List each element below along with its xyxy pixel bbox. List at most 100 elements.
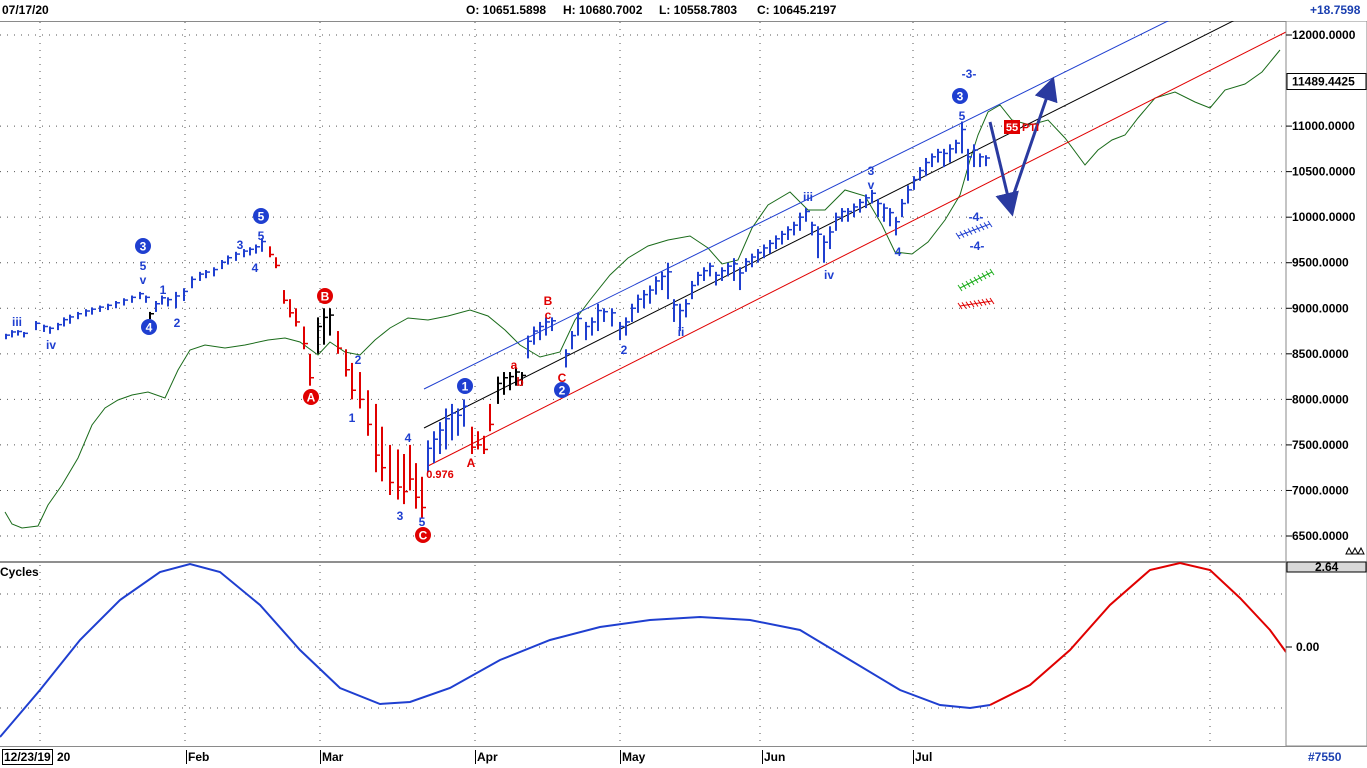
y-tick-label: 10500.0000 (1292, 165, 1356, 179)
y-tick-label: 8500.0000 (1292, 347, 1349, 361)
wave-label: 5 (419, 515, 426, 529)
price-bars (5, 121, 990, 518)
target-tick (981, 298, 987, 306)
date-axis: 12/23/19 20 #7550 Feb Mar Apr May Jun Jul (0, 746, 1367, 768)
y-tick-label: 10000.0000 (1292, 210, 1356, 224)
x-tick-label: Jul (913, 750, 933, 764)
y-tick-label: 11000.0000 (1292, 119, 1355, 133)
target-tick (971, 226, 977, 234)
wave-label: ii (678, 325, 685, 339)
chart-grid (0, 22, 1286, 745)
cycle-max-box (1286, 561, 1367, 573)
close-value: C: 10645.2197 (757, 3, 837, 17)
scale-icon (1357, 546, 1365, 555)
wave-circle (253, 208, 269, 224)
x-tick-label: Apr (475, 750, 498, 764)
cycle-curve-projection (989, 561, 1287, 706)
wave-circle (952, 88, 968, 104)
target-tick (955, 232, 961, 240)
y-tick-label: 7000.0000 (1292, 483, 1349, 497)
x-tick-label: May (620, 750, 646, 764)
wave-circle (317, 288, 333, 304)
wave-circle (554, 382, 570, 398)
wave-label: 4 (405, 431, 412, 445)
wave-label: v (140, 273, 147, 287)
wave-label: C (419, 529, 428, 543)
channel-middle-line (423, 21, 1235, 429)
pti-marker-value: 55 (1006, 122, 1018, 134)
scale-icon (1351, 546, 1359, 555)
wave-label: a (511, 358, 518, 372)
cycles-title: Cycles (0, 565, 39, 579)
open-value: O: 10651.5898 (466, 3, 547, 17)
wave-label: A (307, 391, 316, 405)
wave-label: 5 (258, 229, 265, 243)
target-tick (987, 220, 993, 228)
wave-label: 5 (258, 210, 265, 224)
wave-label: A (467, 456, 476, 470)
wave-label: c (545, 308, 552, 322)
cycles-panel: Cycles (0, 561, 1287, 738)
target-tick (965, 280, 971, 288)
wave-label: 5 (959, 109, 966, 123)
target-tick (963, 229, 969, 237)
target-tick (961, 302, 967, 309)
projection-arrows: 55 PTI (955, 76, 1058, 310)
target-tick (977, 274, 983, 282)
last-price-box (1286, 73, 1367, 91)
target-tick (961, 282, 967, 290)
up-arrow (1008, 76, 1058, 206)
wave-circle (303, 389, 319, 405)
wave-circle (415, 527, 431, 543)
target-tick (979, 223, 985, 231)
wave-label: 1 (462, 380, 469, 394)
wave-label: 2 (621, 343, 628, 357)
wave-label: -3- (962, 67, 977, 81)
header-date: 07/17/20 (2, 3, 49, 17)
oscillator-curve (4, 49, 1281, 529)
target-tick (985, 270, 991, 278)
pti-marker-box (1004, 120, 1020, 134)
wave-label: iii (803, 190, 813, 204)
target-tick (985, 298, 991, 305)
x-tick-label: Feb (186, 750, 210, 764)
y-tick-label: 9500.0000 (1292, 256, 1349, 270)
low-value: L: 10558.7803 (659, 3, 738, 17)
target-tick (969, 300, 975, 308)
y-tick-label: 6500.0000 (1292, 529, 1349, 543)
target-tick (967, 228, 973, 235)
y-tick-label: 12000.0000 (1292, 28, 1356, 42)
y-tick-label: 9000.0000 (1292, 301, 1349, 315)
wave-label: iii (12, 315, 22, 329)
target-tick (989, 297, 995, 305)
wave-label: -4- (969, 210, 984, 224)
cycle-tick-label: 2.64 (1315, 560, 1339, 574)
y-tick-label: 8000.0000 (1292, 392, 1349, 406)
wave-label: 3 (868, 164, 875, 178)
channel-upper-line (423, 21, 1169, 390)
target-tick (977, 299, 983, 307)
chart-id: #7550 (1308, 750, 1342, 764)
wave-label: 3 (397, 509, 404, 523)
x-tick-label: Jun (762, 750, 786, 764)
target-tick (965, 301, 971, 309)
wave-label: 5 (140, 259, 147, 273)
target-tick (969, 278, 975, 286)
wave-label: 2 (174, 316, 181, 330)
high-value: H: 10680.7002 (563, 3, 643, 17)
wave-label: 4 (895, 245, 902, 259)
wave-label: 3 (237, 238, 244, 252)
change-value: +18.7598 (1310, 3, 1361, 17)
target-tick (975, 225, 981, 232)
header-bar: 07/17/20 O: 10651.5898 H: 10680.7002 L: … (0, 0, 1367, 22)
target-tick (957, 284, 963, 292)
target-tick (959, 231, 965, 238)
oscillator-line (4, 49, 1281, 529)
wave-circle (135, 238, 151, 254)
wave-label: 2 (355, 353, 362, 367)
wave-label: 1 (160, 283, 167, 297)
axis-panel (1285, 21, 1367, 746)
y-axis: 12000.0000 11000.0000 10500.0000 10000.0000… (1285, 21, 1367, 746)
